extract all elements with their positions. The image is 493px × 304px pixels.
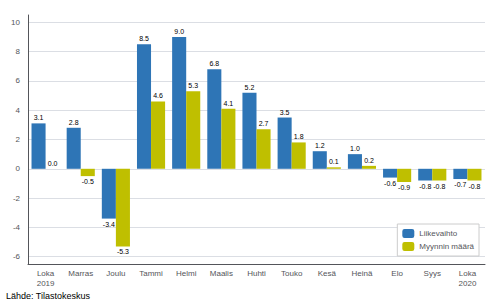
svg-text:Helmi: Helmi bbox=[176, 269, 197, 278]
svg-text:Elo: Elo bbox=[391, 269, 403, 278]
svg-text:-0.6: -0.6 bbox=[384, 180, 396, 187]
svg-text:0.1: 0.1 bbox=[329, 158, 339, 165]
svg-text:-0.8: -0.8 bbox=[433, 183, 445, 190]
svg-text:-0.8: -0.8 bbox=[468, 183, 480, 190]
svg-text:6: 6 bbox=[16, 76, 21, 85]
svg-text:-2: -2 bbox=[13, 194, 21, 203]
svg-text:8.5: 8.5 bbox=[139, 35, 149, 42]
svg-text:Kesä: Kesä bbox=[318, 269, 337, 278]
svg-text:1.2: 1.2 bbox=[315, 142, 325, 149]
svg-text:-0.8: -0.8 bbox=[419, 183, 431, 190]
svg-text:-3.4: -3.4 bbox=[103, 221, 115, 228]
svg-text:4: 4 bbox=[16, 106, 21, 115]
svg-text:-0.5: -0.5 bbox=[82, 178, 94, 185]
svg-text:2020: 2020 bbox=[459, 279, 477, 288]
svg-text:5.2: 5.2 bbox=[245, 84, 255, 91]
svg-text:4.6: 4.6 bbox=[153, 92, 163, 99]
svg-text:3.1: 3.1 bbox=[34, 114, 44, 121]
svg-text:Lähde: Tilastokeskus: Lähde: Tilastokeskus bbox=[6, 291, 91, 301]
svg-text:2.8: 2.8 bbox=[69, 119, 79, 126]
svg-text:2.7: 2.7 bbox=[259, 120, 269, 127]
svg-text:Huhti: Huhti bbox=[247, 269, 266, 278]
svg-text:Syys: Syys bbox=[424, 269, 441, 278]
svg-text:Maalis: Maalis bbox=[210, 269, 233, 278]
svg-text:1.8: 1.8 bbox=[294, 133, 304, 140]
svg-text:9.0: 9.0 bbox=[174, 28, 184, 35]
svg-text:6.8: 6.8 bbox=[209, 60, 219, 67]
svg-text:2: 2 bbox=[16, 135, 21, 144]
svg-text:5.3: 5.3 bbox=[188, 82, 198, 89]
svg-text:Liikevaihto: Liikevaihto bbox=[419, 229, 457, 238]
svg-text:Touko: Touko bbox=[281, 269, 303, 278]
svg-text:Myynnin määrä: Myynnin määrä bbox=[419, 242, 474, 251]
svg-text:4.1: 4.1 bbox=[224, 100, 234, 107]
svg-text:Tammi: Tammi bbox=[139, 269, 163, 278]
svg-text:Loka: Loka bbox=[459, 269, 477, 278]
svg-text:0.0: 0.0 bbox=[48, 160, 58, 167]
svg-text:0.2: 0.2 bbox=[364, 157, 374, 164]
svg-text:10: 10 bbox=[11, 18, 20, 27]
svg-text:Heinä: Heinä bbox=[352, 269, 373, 278]
svg-text:Loka: Loka bbox=[37, 269, 55, 278]
svg-text:-5.3: -5.3 bbox=[117, 248, 129, 255]
svg-text:2019: 2019 bbox=[37, 279, 55, 288]
svg-text:-6: -6 bbox=[13, 252, 21, 261]
svg-text:Marras: Marras bbox=[68, 269, 93, 278]
svg-text:8: 8 bbox=[16, 47, 21, 56]
svg-text:-0.7: -0.7 bbox=[454, 181, 466, 188]
svg-text:-4: -4 bbox=[13, 223, 21, 232]
svg-text:1.0: 1.0 bbox=[350, 145, 360, 152]
svg-text:-0.9: -0.9 bbox=[398, 184, 410, 191]
svg-text:Joulu: Joulu bbox=[106, 269, 125, 278]
svg-text:0: 0 bbox=[16, 164, 21, 173]
svg-text:3.5: 3.5 bbox=[280, 109, 290, 116]
